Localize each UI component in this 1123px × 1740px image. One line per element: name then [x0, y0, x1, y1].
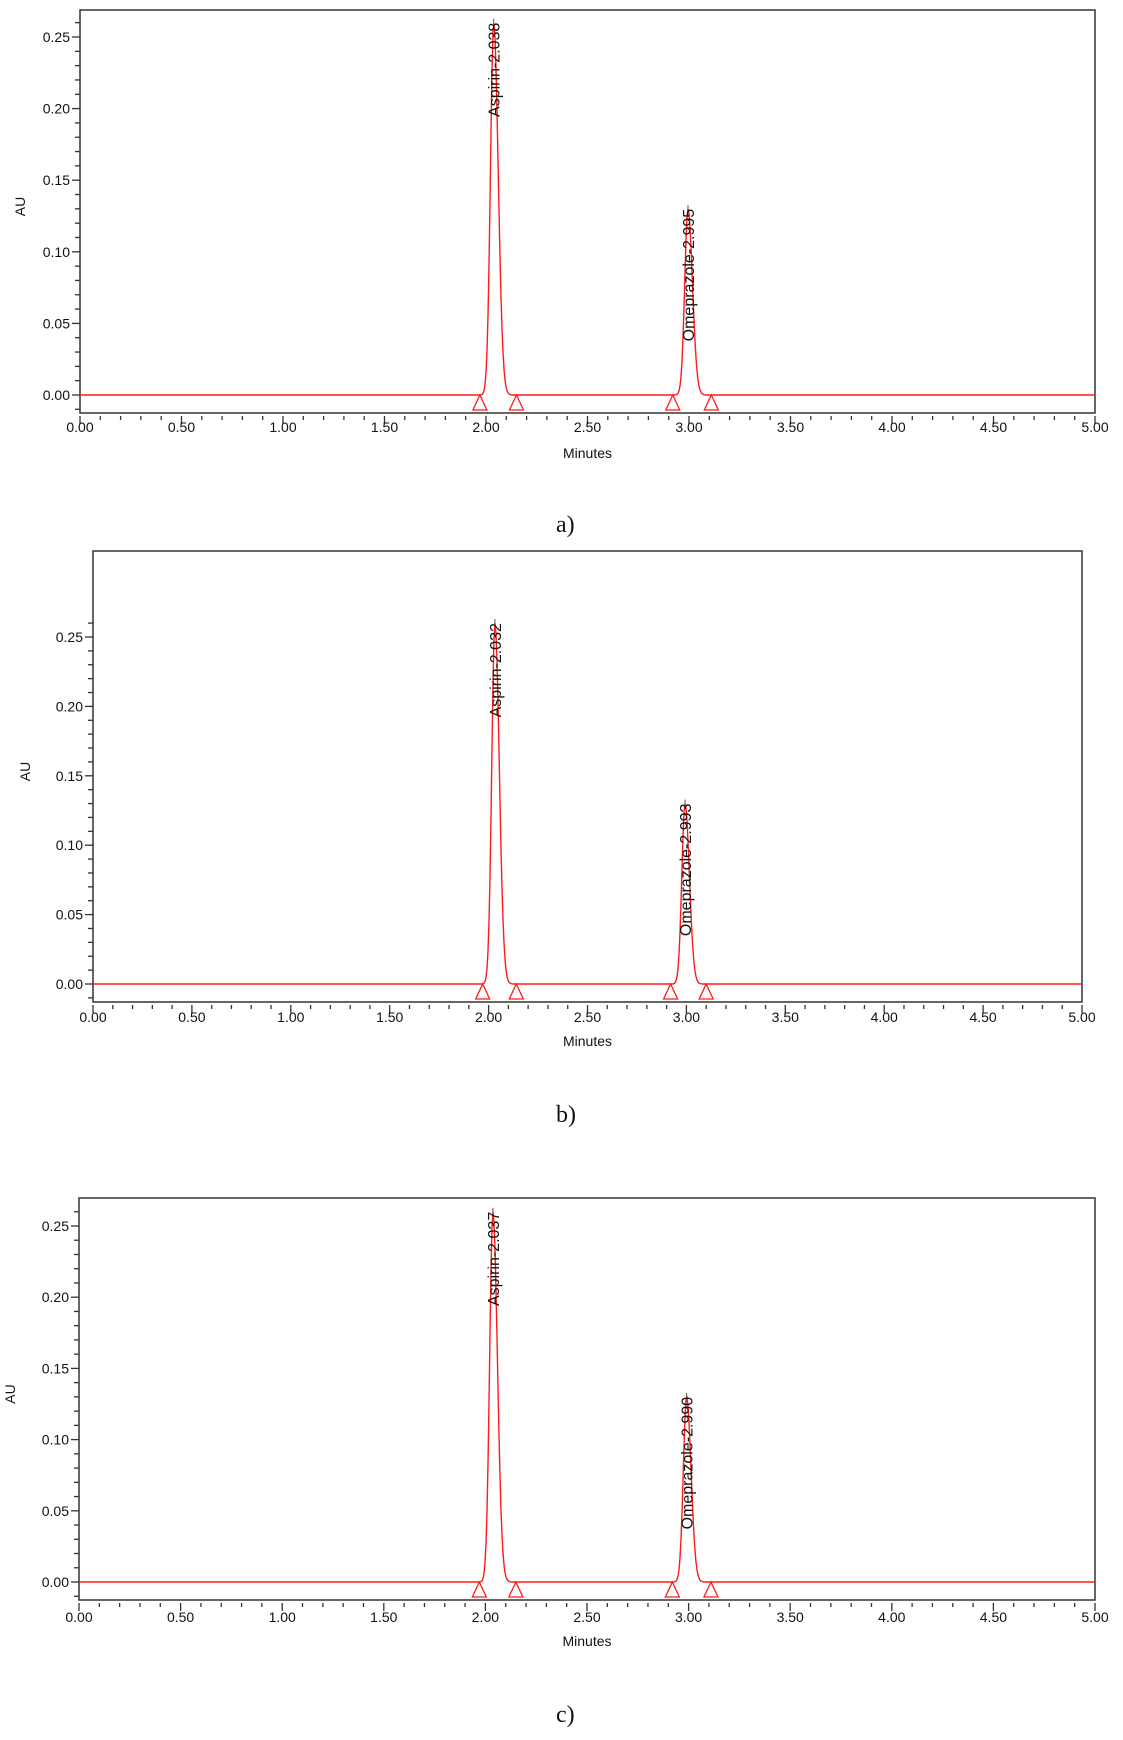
peak-integration-marker-icon — [698, 982, 715, 1000]
peak-label: Omeprazole-2.993 — [678, 803, 695, 936]
x-tick-label: 0.00 — [65, 1609, 92, 1625]
y-tick-label: 0.05 — [43, 315, 70, 331]
x-tick-label: 3.00 — [675, 1609, 702, 1625]
x-axis-label: Minutes — [563, 445, 612, 461]
peak-integration-marker-icon — [703, 393, 720, 411]
peak-integration-marker-icon — [471, 393, 488, 411]
chromatogram-trace — [80, 23, 1095, 396]
y-axis-label: AU — [12, 197, 28, 216]
plot-frame — [92, 550, 1083, 1003]
x-tick-label: 3.00 — [673, 1009, 700, 1025]
x-tick-label: 3.50 — [777, 1609, 804, 1625]
x-tick-label: 5.00 — [1081, 419, 1108, 435]
peak-integration-marker-icon — [508, 393, 525, 411]
x-tick-label: 0.00 — [66, 419, 93, 435]
y-tick-label: 0.25 — [56, 629, 83, 645]
x-tick-label: 4.50 — [980, 419, 1007, 435]
y-tick-label: 0.05 — [42, 1503, 69, 1519]
chart-c: 0.00 0.05 0.10 0.15 0.20 0.25 AU 0.00 0.50 1.00 1.… — [2, 1197, 1109, 1649]
y-axis-label: AU — [17, 762, 33, 781]
x-tick-label: 4.50 — [969, 1009, 996, 1025]
x-tick-label: 3.50 — [772, 1009, 799, 1025]
y-tick-label: 0.10 — [42, 1432, 69, 1448]
y-tick-label: 0.15 — [42, 1360, 69, 1376]
x-tick-label: 3.50 — [777, 419, 804, 435]
y-tick-label: 0.20 — [42, 1289, 69, 1305]
x-tick-label: 4.50 — [980, 1609, 1007, 1625]
x-tick-label: 2.00 — [472, 1609, 499, 1625]
peak-integration-marker-icon — [664, 1580, 681, 1598]
plot-frame — [79, 9, 1096, 414]
x-tick-label: 0.50 — [167, 1609, 194, 1625]
x-tick-label: 2.50 — [573, 1609, 600, 1625]
peak-label: Aspirin-2.037 — [486, 1212, 503, 1306]
x-tick-label: 1.50 — [371, 419, 398, 435]
x-tick-label: 5.00 — [1081, 1609, 1108, 1625]
y-tick-label: 0.20 — [43, 101, 70, 117]
x-tick-label: 4.00 — [878, 419, 905, 435]
chart-a: 0.00 0.05 0.10 0.15 0.20 0.25 AU 0.00 0.50 1.00 1.… — [12, 9, 1109, 461]
y-tick-label: 0.15 — [56, 768, 83, 784]
x-axis-label: Minutes — [562, 1633, 611, 1649]
x-tick-label: 1.50 — [376, 1009, 403, 1025]
panel-caption: a) — [556, 512, 575, 538]
x-tick-label: 1.50 — [370, 1609, 397, 1625]
y-tick-label: 0.00 — [56, 976, 83, 992]
y-tick-label: 0.05 — [56, 907, 83, 923]
y-tick-label: 0.10 — [43, 244, 70, 260]
x-tick-label: 0.00 — [79, 1009, 106, 1025]
y-tick-label: 0.20 — [56, 698, 83, 714]
x-tick-label: 2.00 — [475, 1009, 502, 1025]
x-tick-label: 2.00 — [472, 419, 499, 435]
chromatogram-trace — [79, 1211, 1095, 1583]
x-tick-label: 1.00 — [277, 1009, 304, 1025]
x-tick-label: 4.00 — [871, 1009, 898, 1025]
y-tick-label: 0.00 — [42, 1574, 69, 1590]
chart-b: 0.00 0.05 0.10 0.15 0.20 0.25 AU 0.00 0.50 1.00 1.… — [17, 550, 1096, 1049]
y-tick-label: 0.15 — [43, 172, 70, 188]
x-tick-label: 0.50 — [168, 419, 195, 435]
x-tick-label: 5.00 — [1068, 1009, 1095, 1025]
x-tick-label: 3.00 — [675, 419, 702, 435]
x-tick-label: 2.50 — [574, 1009, 601, 1025]
y-tick-label: 0.25 — [42, 1218, 69, 1234]
y-tick-label: 0.25 — [43, 29, 70, 45]
x-axis-label: Minutes — [563, 1033, 612, 1049]
peak-label: Omeprazole-2.990 — [680, 1397, 697, 1530]
x-tick-label: 2.50 — [574, 419, 601, 435]
x-tick-label: 4.00 — [878, 1609, 905, 1625]
peak-integration-marker-icon — [471, 1580, 488, 1598]
peak-label: Aspirin-2.032 — [488, 623, 505, 717]
x-tick-label: 1.00 — [269, 419, 296, 435]
x-tick-label: 0.50 — [178, 1009, 205, 1025]
peak-label: Omeprazole-2.995 — [681, 209, 698, 342]
peak-integration-marker-icon — [508, 982, 525, 1000]
peak-label: Aspirin-2.038 — [487, 23, 504, 117]
peak-integration-marker-icon — [702, 1580, 719, 1598]
peak-integration-marker-icon — [474, 982, 491, 1000]
x-tick-label: 1.00 — [269, 1609, 296, 1625]
peak-integration-marker-icon — [662, 982, 679, 1000]
peak-integration-marker-icon — [664, 393, 681, 411]
y-tick-label: 0.00 — [43, 387, 70, 403]
peak-integration-marker-icon — [507, 1580, 524, 1598]
y-axis-label: AU — [2, 1384, 18, 1403]
plot-frame — [78, 1197, 1096, 1601]
panel-caption: c) — [556, 1702, 575, 1728]
y-tick-label: 0.10 — [56, 837, 83, 853]
panel-caption: b) — [556, 1102, 576, 1128]
chromatogram-trace — [93, 623, 1082, 985]
